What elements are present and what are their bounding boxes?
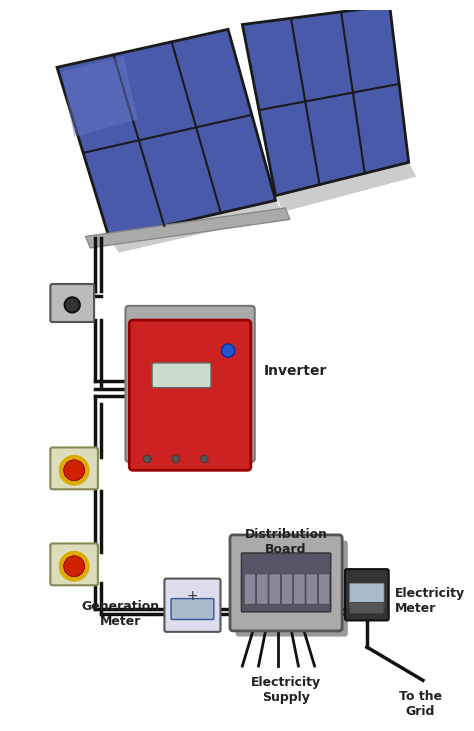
FancyBboxPatch shape xyxy=(345,569,389,621)
FancyBboxPatch shape xyxy=(269,574,280,605)
Polygon shape xyxy=(62,56,138,137)
Text: Inverter: Inverter xyxy=(264,365,328,379)
Circle shape xyxy=(64,556,84,577)
Text: Distribution
Board: Distribution Board xyxy=(245,529,328,556)
FancyBboxPatch shape xyxy=(126,306,255,462)
Text: Generation
Meter: Generation Meter xyxy=(82,600,160,628)
Text: +: + xyxy=(186,588,198,603)
FancyBboxPatch shape xyxy=(350,602,384,614)
FancyBboxPatch shape xyxy=(350,583,384,610)
Text: Electricity
Supply: Electricity Supply xyxy=(251,675,321,703)
Circle shape xyxy=(144,455,151,463)
Circle shape xyxy=(64,460,84,481)
Polygon shape xyxy=(275,162,416,212)
FancyBboxPatch shape xyxy=(256,574,268,605)
FancyBboxPatch shape xyxy=(50,543,98,586)
FancyBboxPatch shape xyxy=(152,363,211,387)
FancyBboxPatch shape xyxy=(281,574,293,605)
Text: Electricity
Meter: Electricity Meter xyxy=(394,588,465,616)
FancyBboxPatch shape xyxy=(171,599,214,619)
Polygon shape xyxy=(242,6,409,196)
FancyBboxPatch shape xyxy=(306,574,318,605)
FancyBboxPatch shape xyxy=(244,574,255,605)
Polygon shape xyxy=(85,208,290,248)
FancyBboxPatch shape xyxy=(319,574,330,605)
FancyBboxPatch shape xyxy=(164,579,220,632)
Polygon shape xyxy=(109,200,285,253)
Circle shape xyxy=(172,455,180,463)
FancyBboxPatch shape xyxy=(241,553,331,612)
Polygon shape xyxy=(57,29,275,238)
Circle shape xyxy=(64,298,80,313)
Text: To the
Grid: To the Grid xyxy=(399,690,442,718)
Circle shape xyxy=(201,455,208,463)
FancyBboxPatch shape xyxy=(50,447,98,489)
FancyBboxPatch shape xyxy=(129,320,251,470)
FancyBboxPatch shape xyxy=(50,284,94,322)
FancyBboxPatch shape xyxy=(236,541,348,637)
Circle shape xyxy=(221,344,235,357)
FancyBboxPatch shape xyxy=(294,574,305,605)
FancyBboxPatch shape xyxy=(230,535,342,631)
